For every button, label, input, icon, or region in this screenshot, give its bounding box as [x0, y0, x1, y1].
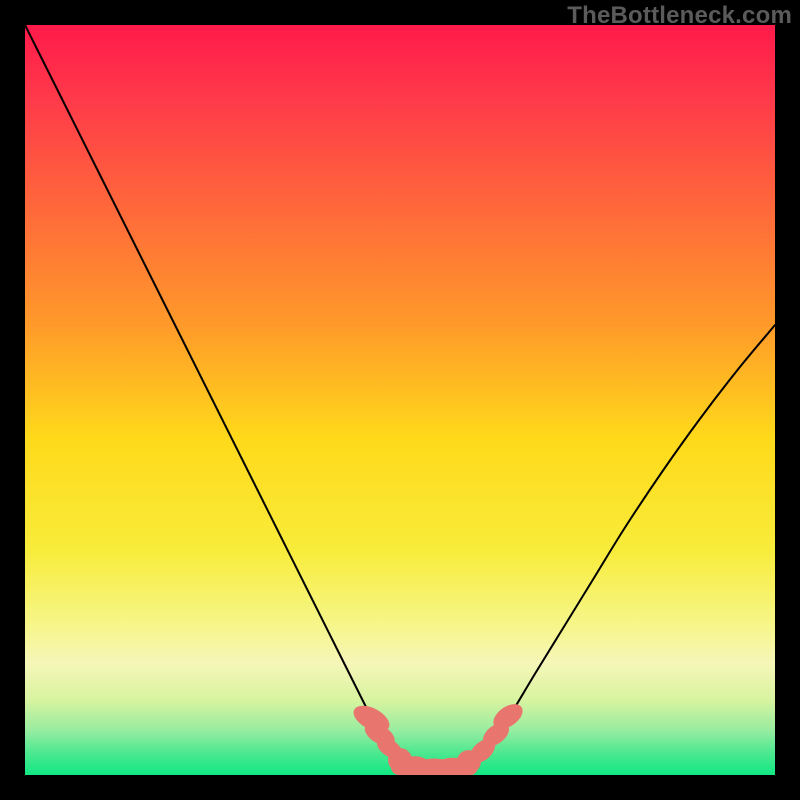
bottleneck-chart-svg	[25, 25, 775, 775]
plot-area	[25, 25, 775, 775]
gradient-background	[25, 25, 775, 775]
chart-frame: TheBottleneck.com	[0, 0, 800, 800]
watermark-text: TheBottleneck.com	[567, 2, 792, 30]
